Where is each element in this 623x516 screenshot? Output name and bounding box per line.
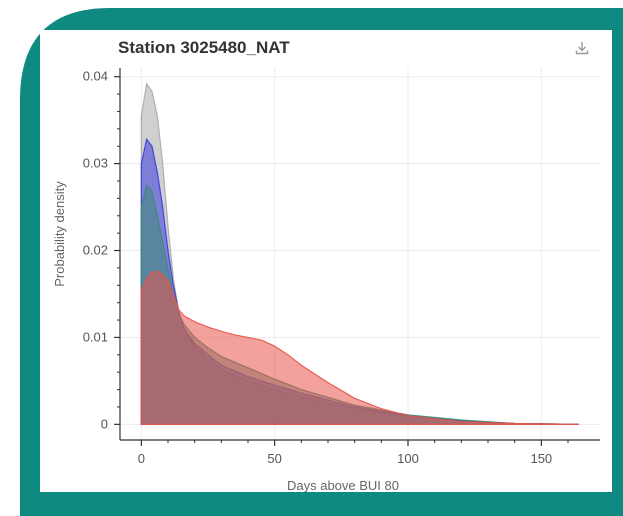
- y-tick-label: 0.03: [83, 156, 108, 171]
- y-tick-label: 0: [101, 416, 108, 431]
- chart-title: Station 3025480_NAT: [118, 38, 290, 57]
- y-axis-label: Probability density: [52, 181, 67, 287]
- x-tick-label: 0: [138, 451, 145, 466]
- x-tick-label: 50: [267, 451, 281, 466]
- y-tick-label: 0.02: [83, 243, 108, 258]
- y-tick-label: 0.04: [83, 69, 108, 84]
- plot-area: 0 50 100 150 0 0.01 0.02 0.03 0.04 Days above BUI…: [52, 68, 600, 492]
- x-axis-label: Days above BUI 80: [287, 478, 399, 492]
- x-tick-label: 150: [530, 451, 552, 466]
- chart-panel: 0 50 100 150 0 0.01 0.02 0.03 0.04 Days above BUI…: [40, 30, 612, 492]
- x-tick-label: 100: [397, 451, 419, 466]
- download-icon[interactable]: [574, 40, 590, 56]
- y-tick-label: 0.01: [83, 329, 108, 344]
- density-area-4: [140, 270, 579, 425]
